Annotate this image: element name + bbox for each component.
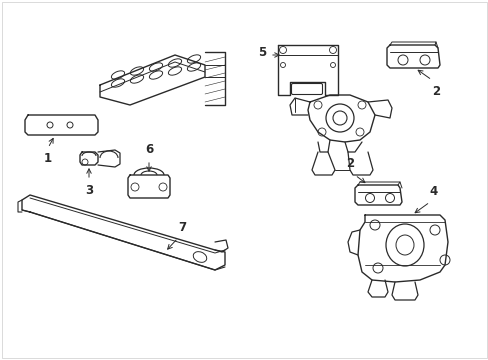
Text: 4: 4 [429, 185, 437, 198]
Text: 1: 1 [44, 152, 52, 165]
Text: 2: 2 [431, 85, 439, 98]
Text: 2: 2 [345, 157, 353, 170]
Text: 5: 5 [257, 45, 265, 59]
Text: 7: 7 [178, 221, 185, 234]
Text: 6: 6 [144, 143, 153, 156]
Text: 3: 3 [85, 184, 93, 197]
